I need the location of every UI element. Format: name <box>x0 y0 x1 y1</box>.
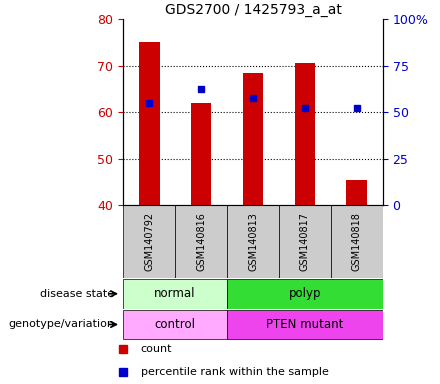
Bar <box>294 63 315 205</box>
Text: GSM140813: GSM140813 <box>248 212 258 271</box>
Text: normal: normal <box>154 287 196 300</box>
Text: percentile rank within the sample: percentile rank within the sample <box>141 367 329 377</box>
Text: count: count <box>141 344 172 354</box>
Bar <box>279 205 331 278</box>
Text: control: control <box>154 318 196 331</box>
Text: GSM140792: GSM140792 <box>144 212 154 271</box>
Bar <box>331 205 383 278</box>
Bar <box>227 205 279 278</box>
Bar <box>123 310 227 339</box>
Text: genotype/variation: genotype/variation <box>8 319 114 329</box>
Bar <box>242 73 264 205</box>
Text: disease state: disease state <box>40 289 114 299</box>
Text: GSM140817: GSM140817 <box>300 212 310 271</box>
Bar <box>123 205 175 278</box>
Bar <box>175 205 227 278</box>
Text: polyp: polyp <box>289 287 321 300</box>
Bar <box>191 103 212 205</box>
Text: PTEN mutant: PTEN mutant <box>266 318 344 331</box>
Bar <box>227 279 383 308</box>
Bar <box>227 310 383 339</box>
Text: GSM140818: GSM140818 <box>352 212 362 271</box>
Text: GSM140816: GSM140816 <box>196 212 206 271</box>
Bar <box>346 180 367 205</box>
Bar <box>123 279 227 308</box>
Title: GDS2700 / 1425793_a_at: GDS2700 / 1425793_a_at <box>165 3 341 17</box>
Bar <box>139 43 160 205</box>
